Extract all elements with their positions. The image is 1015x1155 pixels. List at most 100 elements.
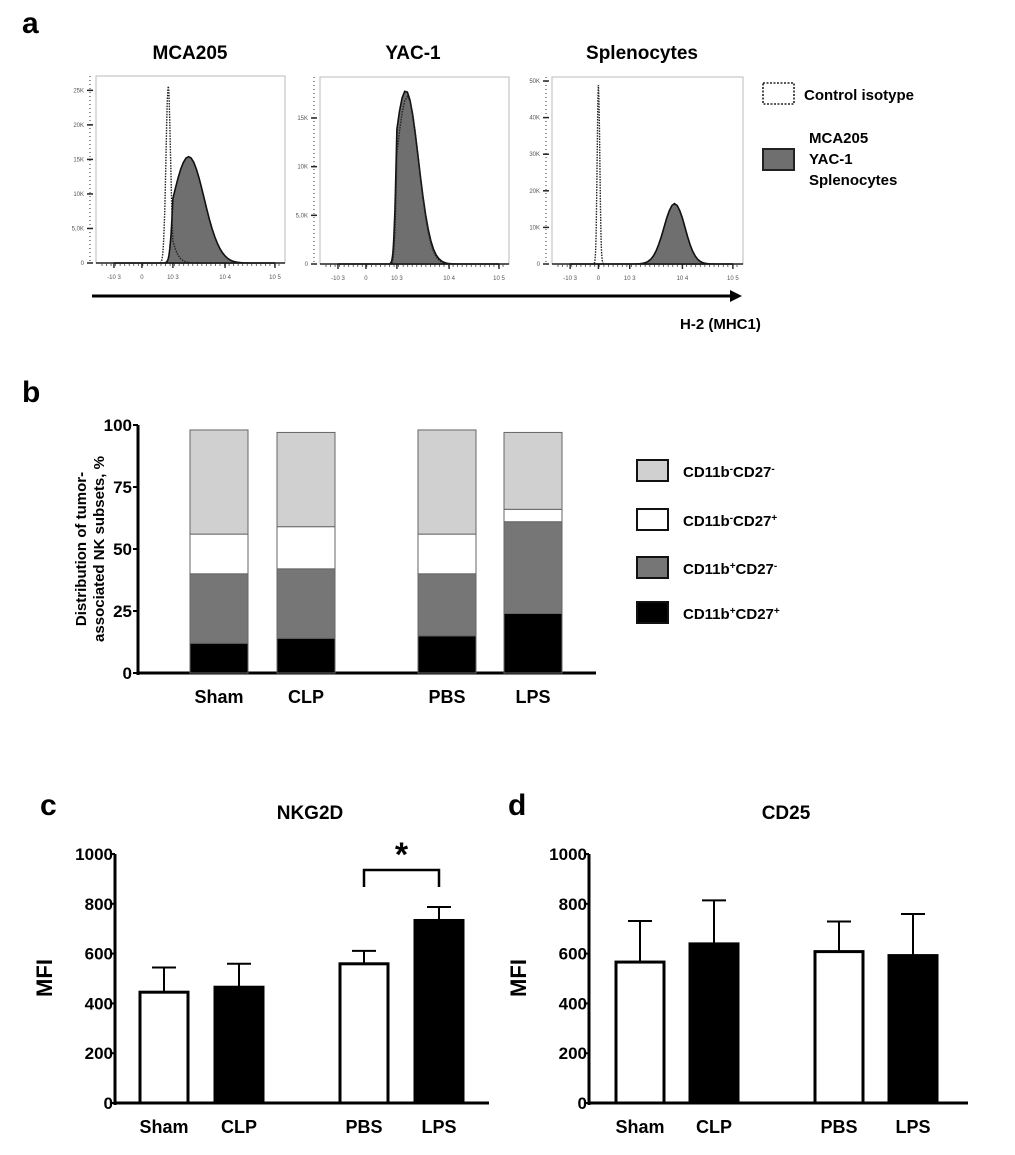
y-tick-label: 0 bbox=[578, 1094, 587, 1113]
plot-frame bbox=[551, 76, 744, 265]
y-tick-label: 50 bbox=[113, 540, 132, 559]
bar-segment-cd11b-cd27 bbox=[276, 526, 336, 570]
legend-label-control-isotype: Control isotype bbox=[804, 87, 914, 104]
y-tick-label: 10K bbox=[73, 192, 84, 198]
bar bbox=[138, 990, 190, 1105]
x-tick-label: 10 5 bbox=[727, 276, 739, 282]
panel-d-cd25-bar-chart: CD25 0 200 400 600 800 1000 MFI Sham CLP PBS LPS bbox=[506, 803, 968, 1137]
bar bbox=[887, 954, 939, 1105]
histogram-title: MCA205 bbox=[153, 43, 228, 64]
bar-segment-cd11b-cd27 bbox=[503, 431, 563, 510]
y-tick-label: 0 bbox=[81, 261, 85, 267]
y-tick-label: 75 bbox=[113, 478, 132, 497]
bar bbox=[413, 918, 465, 1105]
x-tick-label: 10 3 bbox=[624, 276, 636, 282]
panel-a-legend: Control isotype MCA205 YAC-1 Splenocytes bbox=[762, 82, 914, 189]
x-tick-label: 10 4 bbox=[677, 276, 689, 282]
y-axis-title-line: Distribution of tumor- bbox=[73, 472, 90, 626]
legend-superscript: + bbox=[730, 606, 736, 617]
y-tick-label: 0 bbox=[537, 262, 541, 268]
legend-text: CD27 bbox=[733, 513, 771, 530]
y-tick-label: 10K bbox=[297, 165, 308, 171]
x-tick-label: 0 bbox=[364, 276, 368, 282]
y-tick-label: 25K bbox=[73, 88, 84, 94]
legend-superscript: - bbox=[730, 464, 733, 475]
control-isotype-histogram-dotted bbox=[570, 84, 733, 265]
x-category-label: CLP bbox=[221, 1117, 257, 1137]
x-tick-label: 0 bbox=[140, 275, 144, 281]
y-axis-title: MFI bbox=[32, 959, 57, 997]
stacked-bar-clp bbox=[276, 431, 336, 674]
legend-superscript: + bbox=[774, 606, 780, 617]
legend-text: CD11b bbox=[683, 561, 730, 578]
bar-segment-cd11b-cd27 bbox=[276, 568, 336, 639]
panel-letter-a: a bbox=[22, 7, 39, 40]
x-category-label: LPS bbox=[515, 687, 550, 707]
bar bbox=[688, 942, 740, 1105]
legend-text: CD11b bbox=[683, 513, 730, 530]
y-tick-label: 10K bbox=[529, 225, 540, 231]
x-tick-label: 10 3 bbox=[167, 275, 179, 281]
bar-segment-cd11b-cd27 bbox=[503, 521, 563, 614]
x-tick-label: 0 bbox=[597, 276, 601, 282]
x-category-label: Sham bbox=[615, 1117, 664, 1137]
y-tick-label: 40K bbox=[529, 116, 540, 122]
x-tick-label: -10 3 bbox=[331, 276, 345, 282]
legend-label-yac1: YAC-1 bbox=[809, 151, 853, 168]
y-axis-title: Distribution of tumor-associated NK subs… bbox=[73, 456, 108, 642]
legend-swatch-control-isotype bbox=[762, 82, 795, 105]
panel-letter-b: b bbox=[22, 376, 40, 409]
legend-superscript: + bbox=[730, 561, 736, 572]
x-tick-label: 10 4 bbox=[219, 275, 231, 281]
x-tick-label: 10 5 bbox=[493, 276, 505, 282]
y-tick-label: 25 bbox=[113, 602, 132, 621]
bar-segment-cd11b-cd27 bbox=[189, 429, 249, 535]
significance-bracket bbox=[362, 868, 441, 887]
significance-asterisk: * bbox=[395, 836, 409, 874]
stacked-bar-sham bbox=[189, 429, 249, 674]
bar-group-lps bbox=[887, 913, 939, 1105]
stacked-bar-lps bbox=[503, 431, 563, 674]
bar-segment-cd11b-cd27 bbox=[276, 637, 336, 674]
y-tick-label: 800 bbox=[559, 895, 587, 914]
legend-superscript: - bbox=[774, 561, 777, 572]
bar bbox=[614, 960, 666, 1105]
y-tick-label: 15K bbox=[297, 116, 308, 122]
legend-label-cd11b-cd27-: CD11b+CD27- bbox=[683, 561, 777, 579]
bar-group-clp bbox=[213, 962, 265, 1105]
chart-title: NKG2D bbox=[277, 803, 344, 824]
legend-text: CD27 bbox=[733, 464, 771, 481]
x-category-label: LPS bbox=[895, 1117, 930, 1137]
x-category-label: PBS bbox=[820, 1117, 857, 1137]
bar-segment-cd11b-cd27 bbox=[189, 533, 249, 575]
bar-segment-cd11b-cd27 bbox=[417, 429, 477, 535]
panel-letter-d: d bbox=[508, 789, 526, 822]
bar-group-sham bbox=[138, 966, 190, 1105]
panel-b-stacked-bar-chart: 0 25 50 75 100 Distribution of tumor-associat… bbox=[73, 416, 596, 707]
y-tick-label: 30K bbox=[529, 152, 540, 158]
y-tick-label: 5,0K bbox=[72, 226, 84, 232]
bar-segment-cd11b-cd27 bbox=[417, 573, 477, 637]
legend-swatch bbox=[636, 556, 669, 579]
y-tick-label: 1000 bbox=[75, 845, 113, 864]
y-tick-label: 50K bbox=[529, 79, 540, 85]
x-axis-label-h2: H-2 (MHC1) bbox=[680, 316, 761, 333]
x-tick-label: -10 3 bbox=[107, 275, 121, 281]
panel-letter-c: c bbox=[40, 789, 57, 822]
x-category-label: Sham bbox=[194, 687, 243, 707]
control-isotype-histogram-dotted bbox=[338, 95, 499, 265]
legend-label-cd11b-cd27-: CD11b-CD27+ bbox=[683, 513, 777, 531]
bar-group-clp bbox=[688, 899, 740, 1105]
y-tick-label: 20K bbox=[529, 189, 540, 195]
x-tick-label: 10 3 bbox=[391, 276, 403, 282]
panel-c-nkg2d-bar-chart: NKG2D 0 200 400 600 800 1000 MFI Sham CLP PBS LPS * bbox=[32, 803, 489, 1137]
legend-text: CD27 bbox=[736, 606, 774, 623]
legend-label-splenocytes: Splenocytes bbox=[809, 172, 897, 189]
bar-group-pbs bbox=[813, 920, 865, 1105]
legend-swatch bbox=[636, 601, 669, 624]
legend-superscript: - bbox=[771, 464, 774, 475]
histogram-mca205: MCA205 0 5,0K 10K 15K 20K 25K -10 3 0 10 3 10 4 10 … bbox=[72, 43, 286, 281]
control-isotype-histogram-dotted bbox=[114, 86, 275, 264]
y-tick-label: 15K bbox=[73, 157, 84, 163]
legend-text: CD27 bbox=[736, 561, 774, 578]
